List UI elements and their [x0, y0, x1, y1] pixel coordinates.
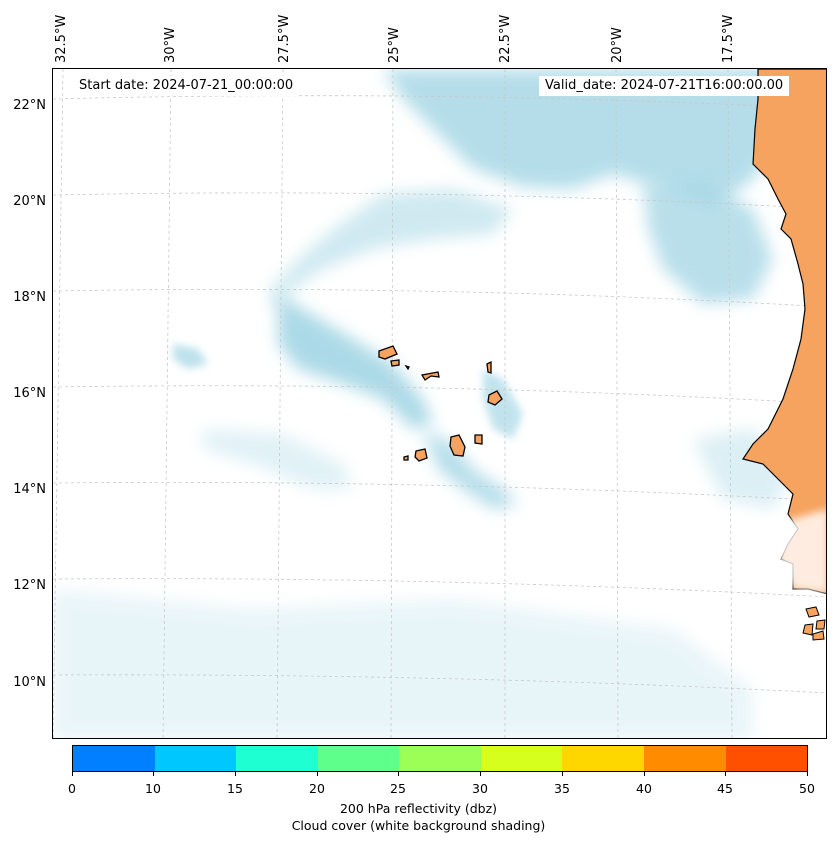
map-canvas	[53, 69, 826, 738]
colorbar-segment-30-35	[480, 746, 563, 771]
colorbar	[72, 745, 808, 772]
lon-label-17-5w: 17.5°W	[721, 14, 736, 63]
island-santa-luzia	[404, 364, 410, 371]
cloud-core-main	[278, 294, 433, 429]
cloud-arc-west	[268, 189, 513, 309]
colorbar-tick	[644, 772, 645, 776]
island-sao-nicolau	[420, 371, 440, 381]
island-santiago	[449, 434, 466, 457]
colorbar-segment-45-50	[725, 746, 808, 771]
colorbar-tick-label: 50	[799, 781, 815, 796]
lat-label-12n: 12°N	[13, 578, 46, 593]
cloud-band-north	[383, 69, 793, 209]
colorbar-tick-label: 20	[309, 781, 325, 796]
colorbar-segment-40-45	[643, 746, 726, 771]
island-santo-antao	[378, 345, 398, 360]
graticule	[53, 69, 826, 738]
cloud-streak-southwest	[203, 429, 353, 489]
colorbar-segment-15-20	[236, 746, 318, 771]
colorbar-title: 200 hPa reflectivity (dbz)	[339, 801, 498, 816]
colorbar-tick-label: 15	[227, 781, 243, 796]
colorbar-segment-25-30	[399, 746, 481, 771]
lat-label-20n: 20°N	[13, 194, 46, 209]
colorbar-tick	[562, 772, 563, 776]
colorbar-tick	[72, 772, 73, 776]
lon-label-22-5w: 22.5°W	[498, 14, 513, 63]
lat-label-22n: 22°N	[13, 98, 46, 113]
colorbar-subtitle: Cloud cover (white background shading)	[291, 818, 546, 833]
colorbar-tick	[480, 772, 481, 776]
colorbar-tick	[235, 772, 236, 776]
lon-label-20w: 20°W	[610, 27, 625, 63]
cape-verde-islands	[378, 345, 503, 462]
island-fogo	[414, 448, 428, 462]
lat-label-10n: 10°N	[13, 675, 46, 690]
island-maio	[474, 434, 483, 445]
lat-label-16n: 16°N	[13, 386, 46, 401]
island-sao-vicente	[390, 359, 400, 367]
cloud-patch-small-west	[173, 344, 208, 369]
colorbar-tick	[725, 772, 726, 776]
colorbar-tick-label: 40	[636, 781, 652, 796]
colorbar-tick-label: 35	[554, 781, 570, 796]
lon-label-30w: 30°W	[163, 27, 178, 63]
cloud-haze-south	[53, 589, 753, 738]
colorbar-tick	[153, 772, 154, 776]
colorbar-tick-label: 45	[717, 781, 733, 796]
start-date-label: Start date: 2024-07-21_00:00:00	[73, 76, 300, 96]
map-panel[interactable]	[52, 68, 827, 739]
lon-label-32-5w: 32.5°W	[54, 14, 69, 63]
colorbar-segment-0-10	[73, 746, 155, 771]
cloud-tail-south	[423, 429, 518, 509]
island-sal	[486, 360, 492, 374]
colorbar-tick-label: 10	[145, 781, 161, 796]
colorbar-tick-label: 0	[68, 781, 76, 796]
cloud-band-northeast	[643, 179, 773, 304]
island-brava	[403, 455, 409, 461]
colorbar-tick-label: 30	[472, 781, 488, 796]
cloud-patch-east-islands	[483, 369, 523, 439]
colorbar-tick-label: 25	[390, 781, 406, 796]
valid-date-label: Valid_date: 2024-07-21T16:00:00.00	[539, 76, 790, 96]
lon-label-25w: 25°W	[387, 27, 402, 63]
island-boa-vista	[487, 390, 503, 406]
colorbar-segment-10-15	[154, 746, 237, 771]
colorbar-segment-35-40	[562, 746, 644, 771]
colorbar-tick	[317, 772, 318, 776]
colorbar-segment-20-25	[317, 746, 400, 771]
lat-label-14n: 14°N	[13, 482, 46, 497]
africa-cloud-shading	[775, 509, 826, 594]
lon-label-27-5w: 27.5°W	[277, 14, 292, 63]
bijagos-islands	[802, 606, 826, 641]
colorbar-tick	[398, 772, 399, 776]
cloud-cover-layer	[53, 69, 793, 738]
colorbar-tick	[807, 772, 808, 776]
lat-label-18n: 18°N	[13, 290, 46, 305]
